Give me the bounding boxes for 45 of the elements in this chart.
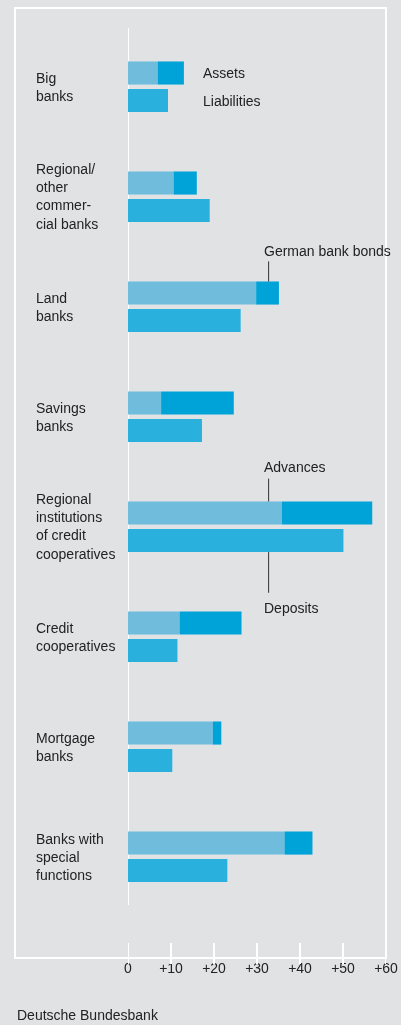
- bar: [157, 61, 184, 85]
- bar: [128, 748, 173, 773]
- annotation: Liabilities: [203, 93, 261, 109]
- y-tick-label: Credit cooperatives: [36, 620, 116, 655]
- x-tick-label: 0: [124, 960, 133, 976]
- bar: [128, 88, 168, 113]
- y-tick-label: Land banks: [36, 290, 74, 325]
- y-tick-label: Big banks: [36, 70, 74, 105]
- y-tick-label: Banks with special functions: [36, 831, 104, 884]
- bar: [161, 391, 234, 415]
- bar: [128, 859, 228, 883]
- series-label: Advances: [264, 459, 326, 475]
- text: Deposits: [264, 600, 319, 616]
- bar: [128, 308, 241, 333]
- bar: [128, 611, 180, 635]
- x-tick-label: +30: [245, 960, 270, 976]
- bar: [128, 281, 257, 305]
- bar: [128, 171, 174, 195]
- bar: [128, 418, 202, 443]
- bar: [179, 611, 242, 635]
- bar: [128, 638, 178, 663]
- bar: [128, 501, 282, 525]
- y-tick-label: Regional institutions of credit cooperatives: [36, 491, 116, 562]
- y-tick-label: Regional/ other commer- cial banks: [36, 161, 99, 232]
- x-tick-label: +50: [331, 960, 356, 976]
- annotation: Assets: [203, 65, 246, 81]
- x-tick-label: +60: [374, 960, 399, 976]
- x-tick-label: +10: [159, 960, 184, 976]
- x-tick-label: +40: [288, 960, 313, 976]
- text: Deutsche Bundesbank: [17, 1007, 159, 1023]
- bar: [128, 831, 285, 855]
- bar: [284, 831, 313, 855]
- y-tick-label: Mortgage banks: [36, 730, 96, 765]
- bar: [128, 391, 162, 415]
- bar: [173, 171, 197, 195]
- bar: [212, 721, 222, 745]
- bar: [128, 721, 213, 745]
- bar: [281, 501, 373, 525]
- bar: [128, 61, 158, 85]
- bar: [128, 198, 210, 223]
- x-tick-label: +20: [202, 960, 227, 976]
- bar: [128, 528, 344, 553]
- y-tick-label: Savings banks: [36, 400, 86, 435]
- series-label: German bank bonds: [264, 243, 391, 259]
- bar: [256, 281, 279, 305]
